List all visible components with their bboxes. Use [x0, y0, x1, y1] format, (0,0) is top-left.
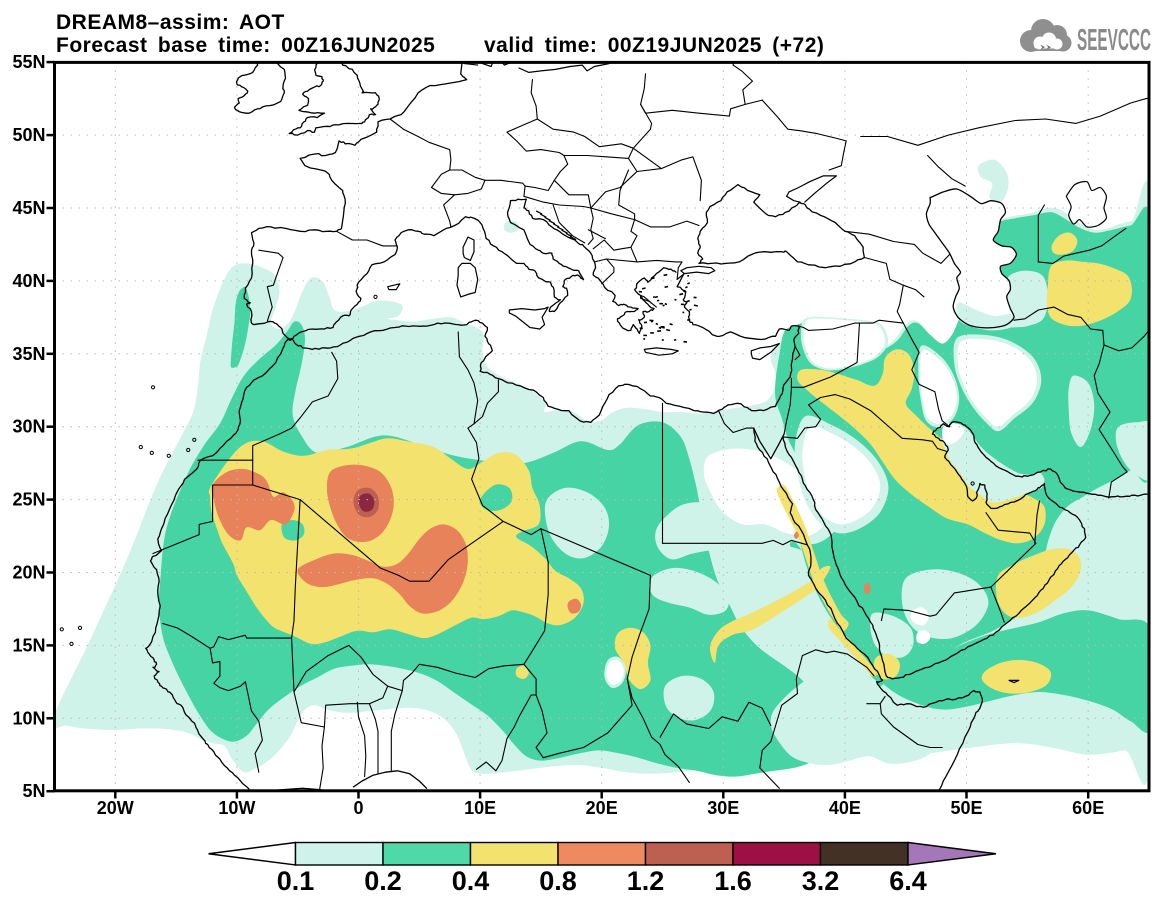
svg-text:20N: 20N: [12, 563, 45, 583]
svg-text:10W: 10W: [218, 798, 255, 818]
svg-text:40N: 40N: [12, 271, 45, 291]
svg-text:0.1: 0.1: [277, 866, 315, 896]
svg-text:0.8: 0.8: [539, 866, 577, 896]
svg-text:SEEVCCC: SEEVCCC: [1077, 22, 1151, 57]
svg-text:35N: 35N: [12, 344, 45, 364]
svg-text:50E: 50E: [950, 798, 982, 818]
svg-text:40E: 40E: [829, 798, 861, 818]
svg-text:1.6: 1.6: [714, 866, 752, 896]
svg-text:45N: 45N: [12, 198, 45, 218]
svg-text:30N: 30N: [12, 417, 45, 437]
svg-text:Forecast base time: 00Z16JUN20: Forecast base time: 00Z16JUN2025: [56, 34, 435, 57]
svg-text:20W: 20W: [97, 798, 134, 818]
svg-text:55N: 55N: [12, 52, 45, 72]
svg-text:20E: 20E: [586, 798, 618, 818]
svg-text:5N: 5N: [22, 781, 45, 801]
svg-text:10N: 10N: [12, 708, 45, 728]
svg-text:10E: 10E: [464, 798, 496, 818]
svg-text:0: 0: [353, 798, 363, 818]
svg-text:60E: 60E: [1072, 798, 1104, 818]
svg-text:3.2: 3.2: [802, 866, 840, 896]
svg-text:15N: 15N: [12, 635, 45, 655]
svg-text:1.2: 1.2: [627, 866, 665, 896]
svg-text:valid time: 00Z19JUN2025 (+72): valid time: 00Z19JUN2025 (+72): [484, 34, 824, 57]
svg-text:6.4: 6.4: [889, 866, 927, 896]
svg-text:0.4: 0.4: [452, 866, 490, 896]
svg-text:25N: 25N: [12, 490, 45, 510]
svg-text:0.2: 0.2: [364, 866, 402, 896]
svg-text:50N: 50N: [12, 125, 45, 145]
svg-text:DREAM8–assim: AOT: DREAM8–assim: AOT: [56, 11, 285, 34]
svg-text:30E: 30E: [707, 798, 739, 818]
